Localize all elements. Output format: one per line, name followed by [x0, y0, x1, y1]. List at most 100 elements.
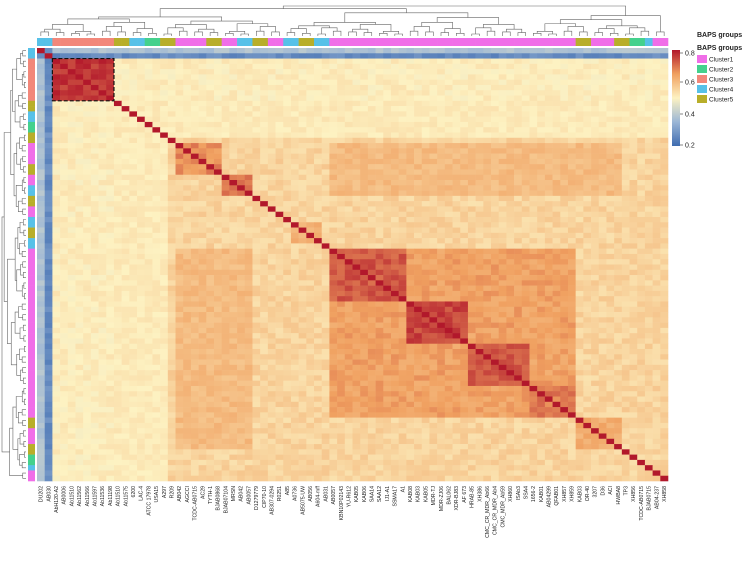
heatmap-cell	[460, 106, 469, 112]
heatmap-cell	[137, 127, 146, 133]
heatmap-cell	[544, 206, 553, 212]
heatmap-cell	[483, 290, 492, 297]
heatmap-cell	[467, 190, 476, 197]
heatmap-cell	[544, 169, 553, 176]
heatmap-cell	[221, 190, 230, 197]
heatmap-cell	[475, 53, 484, 59]
heatmap-cell	[98, 322, 107, 329]
heatmap-cell	[206, 317, 215, 323]
heatmap-cell	[206, 132, 215, 139]
heatmap-cell	[252, 222, 261, 228]
heatmap-cell	[213, 84, 222, 91]
heatmap-cell	[498, 248, 507, 255]
heatmap-cell	[175, 259, 184, 265]
heatmap-cell	[444, 127, 453, 133]
heatmap-cell	[283, 63, 292, 70]
heatmap-cell	[344, 248, 353, 255]
heatmap-cell	[229, 248, 238, 255]
heatmap-cell	[629, 95, 638, 102]
heatmap-cell	[614, 269, 623, 276]
heatmap-cell	[206, 301, 215, 308]
heatmap-cell	[167, 211, 176, 218]
annotation-cell	[28, 333, 35, 339]
heatmap-cell	[213, 143, 222, 149]
heatmap-cell	[160, 216, 169, 223]
heatmap-cell	[475, 79, 484, 86]
heatmap-cell	[244, 227, 253, 234]
heatmap-cell	[629, 84, 638, 91]
heatmap-cell	[583, 238, 592, 244]
heatmap-cell	[460, 238, 469, 244]
heatmap-cell	[544, 322, 553, 329]
dendrogram-branch	[359, 24, 392, 32]
heatmap-cell	[360, 275, 369, 281]
heatmap-cell	[290, 53, 299, 59]
heatmap-cell	[475, 259, 484, 265]
heatmap-cell	[90, 322, 99, 329]
heatmap-cell	[375, 338, 384, 345]
heatmap-cell	[521, 327, 530, 334]
heatmap-cell	[175, 58, 184, 65]
heatmap-cell	[560, 333, 569, 339]
heatmap-cell	[352, 306, 361, 313]
heatmap-cell	[137, 137, 146, 144]
heatmap-cell	[298, 269, 307, 276]
heatmap-cell	[290, 164, 299, 170]
heatmap-cell	[537, 243, 546, 249]
heatmap-cell	[152, 227, 161, 234]
heatmap-cell	[506, 312, 515, 318]
heatmap-cell	[129, 90, 138, 96]
heatmap-cell	[344, 301, 353, 308]
heatmap-cell	[429, 269, 438, 276]
heatmap-cell	[383, 243, 392, 249]
heatmap-cell	[552, 264, 561, 271]
heatmap-cell	[652, 238, 661, 244]
heatmap-cell	[106, 248, 115, 255]
heatmap-cell	[260, 322, 269, 329]
heatmap-cell	[275, 333, 284, 339]
heatmap-cell	[644, 111, 653, 117]
heatmap-cell	[183, 90, 192, 96]
heatmap-cell	[421, 227, 430, 234]
heatmap-cell	[567, 322, 576, 329]
heatmap-cell	[575, 111, 584, 117]
heatmap-cell	[414, 180, 423, 186]
heatmap-cell	[437, 206, 446, 212]
heatmap-cell	[483, 137, 492, 144]
heatmap-cell	[260, 280, 269, 286]
heatmap-cell	[290, 174, 299, 181]
heatmap-cell	[144, 343, 153, 350]
heatmap-cell	[544, 243, 553, 249]
heatmap-cell	[621, 259, 630, 265]
heatmap-cell	[298, 216, 307, 223]
heatmap-cell	[614, 343, 623, 350]
heatmap-cell	[560, 290, 569, 297]
heatmap-cell	[237, 269, 246, 276]
heatmap-cell	[306, 285, 315, 292]
heatmap-cell	[567, 116, 576, 123]
heatmap-cell	[183, 238, 192, 244]
heatmap-cell	[237, 216, 246, 223]
heatmap-cell	[652, 206, 661, 212]
heatmap-cell	[267, 84, 276, 91]
heatmap-cell	[144, 243, 153, 249]
heatmap-cell	[90, 158, 99, 165]
heatmap-cell	[75, 53, 84, 59]
heatmap-cell	[467, 79, 476, 86]
heatmap-cell	[113, 164, 122, 170]
dendrogram-branch	[24, 240, 26, 247]
heatmap-cell	[275, 211, 284, 218]
heatmap-cell	[314, 232, 323, 239]
heatmap-cell	[290, 232, 299, 239]
heatmap-cell	[591, 137, 600, 144]
heatmap-cell	[390, 317, 399, 323]
heatmap-cell	[390, 148, 399, 154]
heatmap-cell	[583, 333, 592, 339]
heatmap-cell	[167, 58, 176, 65]
heatmap-cell	[267, 338, 276, 345]
heatmap-cell	[52, 132, 61, 139]
heatmap-cell	[460, 164, 469, 170]
heatmap-cell	[67, 211, 76, 218]
heatmap-cell	[144, 296, 153, 302]
heatmap-cell	[514, 232, 523, 239]
